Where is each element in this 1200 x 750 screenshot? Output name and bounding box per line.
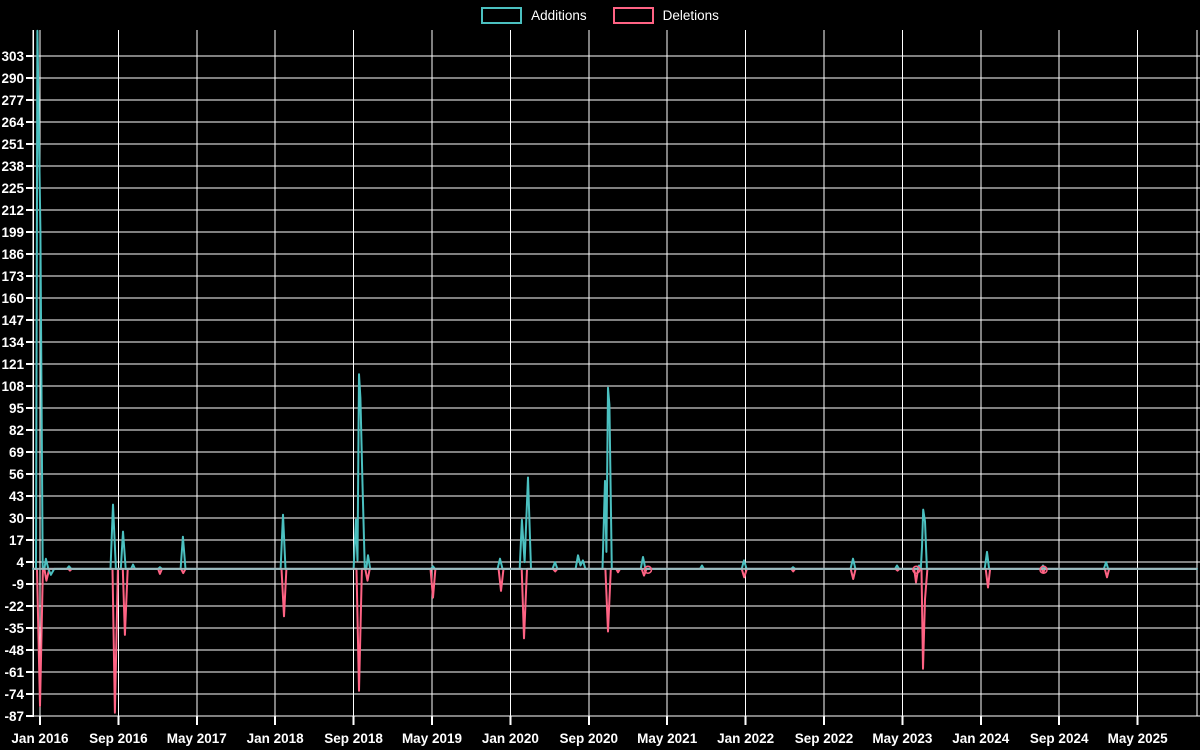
y-axis-tick-label: -87 bbox=[4, 709, 24, 724]
legend-item-deletions[interactable]: Deletions bbox=[612, 7, 719, 24]
x-axis-tick-label: Jan 2016 bbox=[11, 731, 69, 746]
y-axis-tick-label: 147 bbox=[1, 313, 24, 328]
y-axis-tick-label: 173 bbox=[1, 269, 24, 284]
y-axis-tick-label: 303 bbox=[1, 49, 24, 64]
y-axis-tick-label: 56 bbox=[9, 467, 25, 482]
x-axis-tick-label: May 2025 bbox=[1108, 731, 1169, 746]
y-axis-tick-label: 225 bbox=[1, 181, 24, 196]
deletions-line bbox=[32, 567, 1198, 714]
point-marker bbox=[1039, 565, 1048, 574]
y-axis-tick-label: 4 bbox=[16, 555, 24, 570]
x-axis-tick-label: Jan 2020 bbox=[482, 731, 539, 746]
y-axis-tick-label: 82 bbox=[9, 423, 24, 438]
point-marker bbox=[643, 565, 653, 574]
y-axis-tick-label: 199 bbox=[1, 225, 24, 240]
x-axis-tick-label: May 2021 bbox=[637, 731, 698, 746]
y-axis-tick-label: 108 bbox=[1, 379, 24, 394]
x-axis-tick-label: Sep 2020 bbox=[560, 731, 619, 746]
y-axis-tick-label: -9 bbox=[12, 577, 24, 592]
y-axis-tick-label: 160 bbox=[1, 291, 24, 306]
x-axis-tick-label: May 2017 bbox=[167, 731, 227, 746]
legend-swatch-deletions-icon bbox=[612, 7, 654, 24]
y-axis-tick-label: -61 bbox=[4, 665, 24, 680]
y-axis-tick-label: 30 bbox=[9, 511, 24, 526]
y-axis-tick-label: 238 bbox=[1, 159, 24, 174]
legend-swatch-additions-icon bbox=[481, 7, 523, 24]
x-axis-tick-label: Jan 2024 bbox=[952, 731, 1010, 746]
y-axis-tick-label: 95 bbox=[9, 401, 25, 416]
y-axis-tick-label: 121 bbox=[1, 357, 24, 372]
legend-item-additions[interactable]: Additions bbox=[481, 7, 587, 24]
y-axis-tick-label: -22 bbox=[4, 599, 24, 614]
y-axis-tick-label: 17 bbox=[9, 533, 24, 548]
y-axis-tick-label: -35 bbox=[4, 621, 24, 636]
y-axis-tick-label: 290 bbox=[1, 71, 24, 86]
x-axis-tick-label: Jan 2022 bbox=[717, 731, 774, 746]
x-axis-tick-label: Jan 2018 bbox=[247, 731, 305, 746]
legend-label-deletions: Deletions bbox=[662, 8, 719, 23]
x-axis-tick-label: Sep 2018 bbox=[324, 731, 383, 746]
x-axis-tick-label: May 2023 bbox=[872, 731, 933, 746]
y-axis-tick-label: -48 bbox=[4, 643, 24, 658]
additions-line bbox=[32, 29, 1198, 576]
y-axis-tick-label: 186 bbox=[1, 247, 24, 262]
y-axis-tick-label: 251 bbox=[1, 137, 24, 152]
y-axis-tick-label: 69 bbox=[9, 445, 24, 460]
y-axis-tick-label: 277 bbox=[1, 93, 24, 108]
legend-label-additions: Additions bbox=[531, 8, 587, 23]
y-axis-tick-label: 43 bbox=[9, 489, 25, 504]
chart-legend: Additions Deletions bbox=[0, 7, 1200, 24]
x-axis-tick-label: Sep 2016 bbox=[89, 731, 148, 746]
y-axis-tick-label: 134 bbox=[1, 335, 24, 350]
point-marker bbox=[912, 565, 921, 574]
x-axis-tick-label: Sep 2024 bbox=[1030, 731, 1089, 746]
x-axis-tick-label: May 2019 bbox=[402, 731, 462, 746]
y-axis-tick-label: 212 bbox=[1, 203, 24, 218]
y-axis-tick-label: 264 bbox=[1, 115, 24, 130]
x-axis-tick-label: Sep 2022 bbox=[795, 731, 854, 746]
y-axis-tick-label: -74 bbox=[4, 687, 24, 702]
